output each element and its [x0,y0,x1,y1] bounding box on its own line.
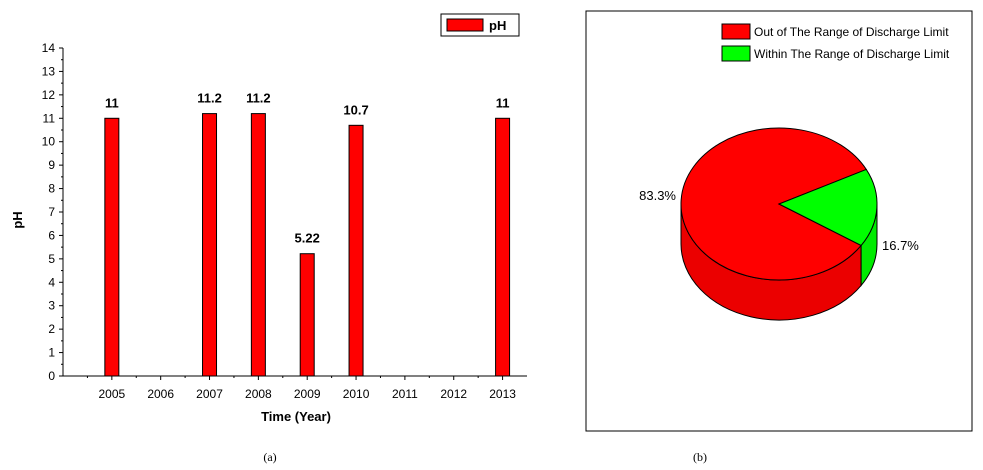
caption-b: (b) [693,450,707,464]
y-tick-label: 0 [48,369,55,383]
y-axis-title: pH [10,211,25,228]
y-tick-label: 2 [48,322,55,336]
y-tick-label: 7 [48,205,55,219]
pie-legend: Out of The Range of Discharge Limit Withi… [721,23,950,62]
bar-value-label: 11.2 [246,91,271,106]
bar-legend-swatch [446,18,484,32]
y-tick-label: 9 [48,158,55,172]
bar [299,253,315,377]
bar [250,113,266,377]
pie-legend-swatch [721,23,751,40]
pie-slice [777,168,878,247]
x-axis-ticks: 2005 2006 2007 2008 2009 2010 2011 2012 2013 [86,376,516,401]
y-tick-label: 8 [48,182,55,196]
x-tick-label: 2011 [392,387,418,401]
x-tick-label: 2006 [147,387,174,401]
caption-a: (a) [263,450,276,464]
y-tick-label: 13 [42,64,56,78]
x-tick-label: 2009 [294,387,321,401]
bar-value-label: 11 [496,95,510,110]
bar-value-label: 10.7 [343,102,368,117]
y-tick-label: 1 [48,346,55,360]
y-tick-label: 10 [42,135,56,149]
y-tick-label: 12 [42,88,56,102]
x-tick-label: 2005 [98,387,125,401]
x-axis-title: Time (Year) [261,409,331,424]
bar [495,117,511,377]
y-tick-label: 6 [48,228,55,242]
pie-chart-panel: 83.3% 16.7% Out of The Range of Discharge… [585,10,973,464]
pie-value-label: 16.7% [882,238,919,253]
bar-legend-label: pH [489,18,506,33]
bar-value-labels: 11 11.2 11.2 5.22 10.7 11 [105,91,509,246]
bar [348,124,364,377]
y-tick-label: 14 [42,41,56,55]
bar-value-label: 11 [105,95,119,110]
pie-slice [680,127,868,281]
y-tick-label: 3 [48,299,55,313]
x-tick-label: 2013 [489,387,516,401]
bar-legend: pH [440,13,520,37]
pie-value-labels: 83.3% 16.7% [639,188,919,253]
bar-series [104,113,511,377]
pie-legend-label: Out of The Range of Discharge Limit [754,25,949,39]
bar [202,113,218,377]
pie-legend-swatch [721,45,751,62]
y-tick-label: 5 [48,252,55,266]
y-tick-label: 11 [43,111,56,125]
x-tick-label: 2008 [245,387,272,401]
bar [104,117,120,377]
x-tick-label: 2010 [343,387,370,401]
x-tick-label: 2007 [196,387,223,401]
pie-value-label: 83.3% [639,188,676,203]
pie-legend-label: Within The Range of Discharge Limit [754,47,950,61]
pie-top-faces [680,127,878,281]
bar-value-label: 11.2 [197,91,222,106]
bar-value-label: 5.22 [295,231,320,246]
x-tick-label: 2012 [440,387,467,401]
y-tick-label: 4 [48,275,55,289]
